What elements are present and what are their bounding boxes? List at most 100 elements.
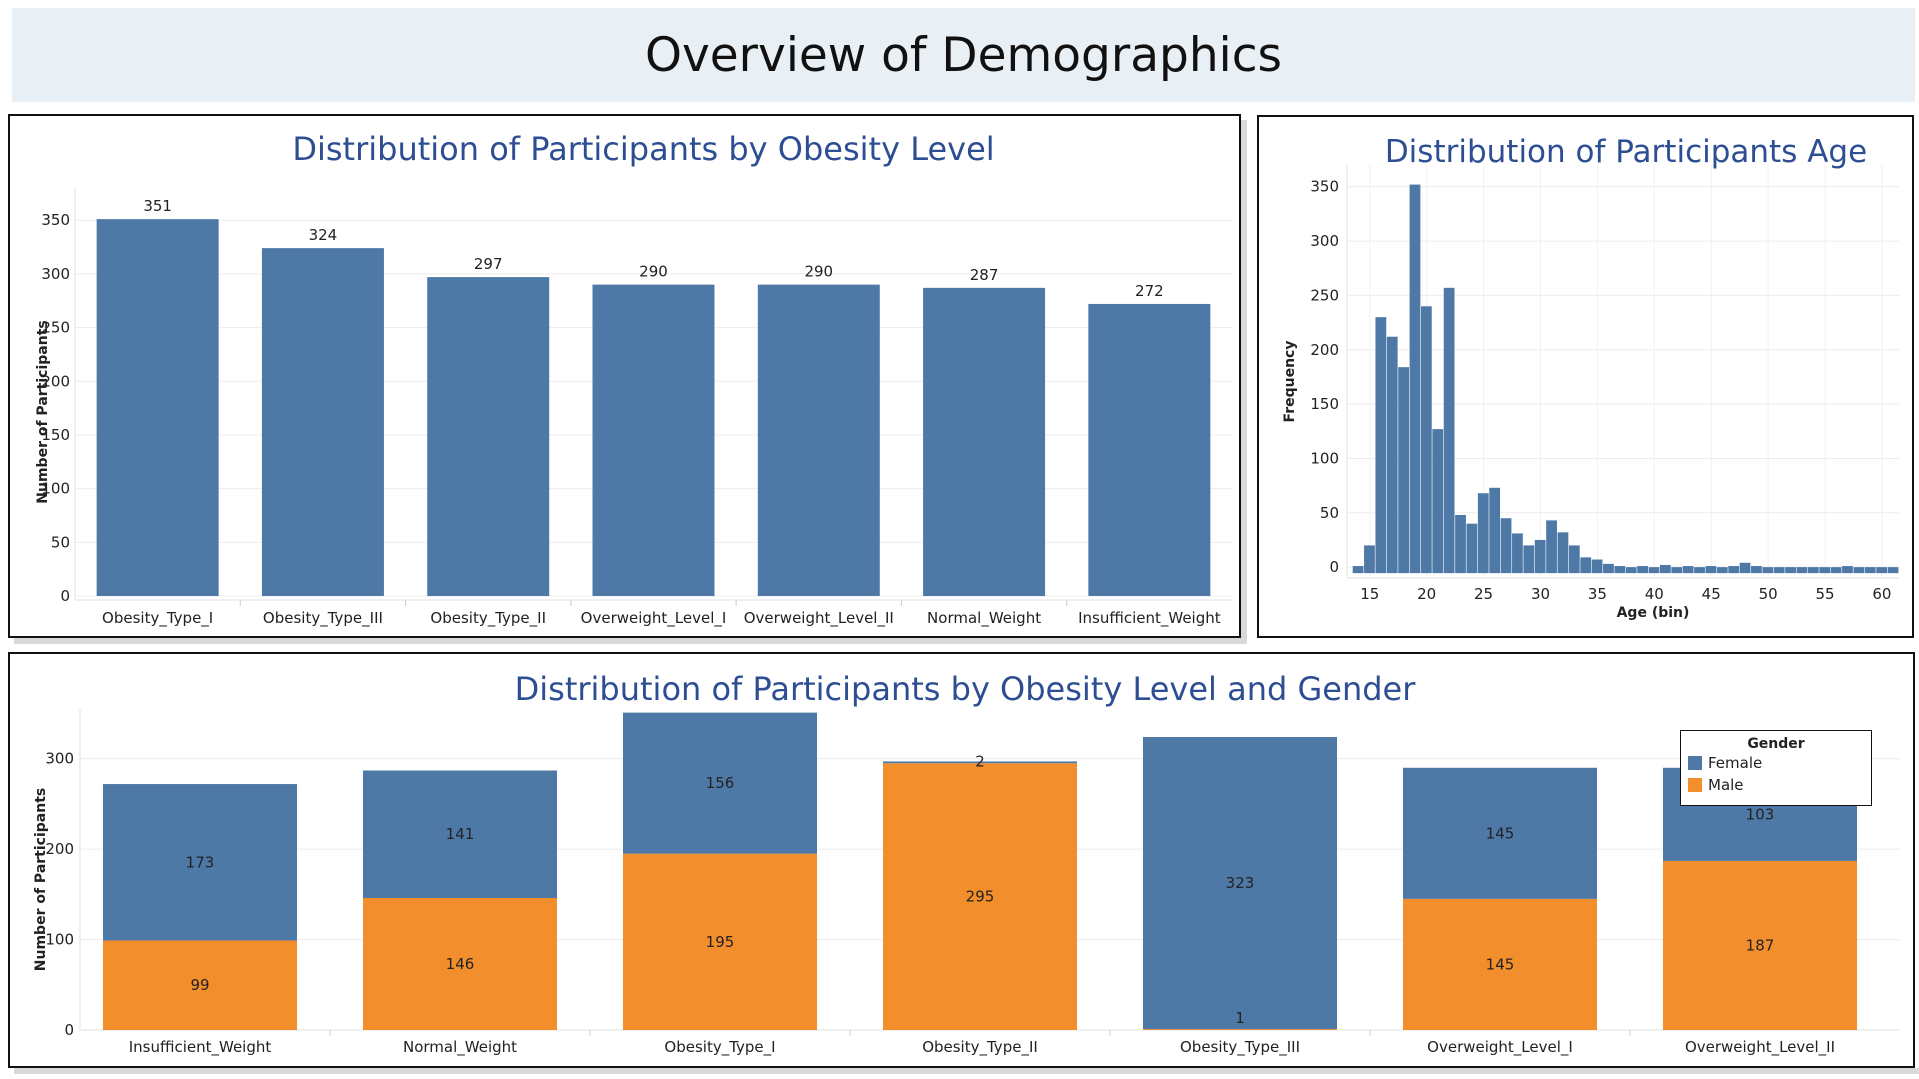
x-tick-label: 15 xyxy=(1360,585,1379,603)
y-tick-label: 100 xyxy=(45,931,74,949)
hist-bar xyxy=(1819,567,1831,574)
bar-segment-male xyxy=(883,763,1077,1030)
x-tick-label: Obesity_Type_II xyxy=(922,1038,1038,1057)
male-value-label: 1 xyxy=(1235,1009,1245,1027)
x-tick-label: Overweight_Level_II xyxy=(1685,1038,1835,1057)
legend-item-male[interactable]: Male xyxy=(1688,774,1871,796)
x-tick-label: 25 xyxy=(1474,585,1493,603)
y-tick-label: 300 xyxy=(45,750,74,768)
obesity-level-chart: Distribution of Participants by Obesity … xyxy=(35,130,1232,628)
y-axis-title: Frequency xyxy=(1282,341,1298,423)
hist-bar xyxy=(1739,562,1751,574)
hist-bar xyxy=(1751,566,1762,574)
gender-stacked-chart: Distribution of Participants by Obesity … xyxy=(33,670,1900,1057)
y-tick-label: 50 xyxy=(1320,504,1339,522)
hist-bar xyxy=(1591,559,1603,574)
hist-bar xyxy=(1876,567,1888,574)
hist-bar xyxy=(1466,523,1478,574)
bar-segment-male xyxy=(1663,860,1857,1030)
bar xyxy=(757,284,880,596)
dashboard-title: Overview of Demographics xyxy=(644,27,1283,83)
y-tick-label: 0 xyxy=(64,1021,74,1039)
hist-bar xyxy=(1500,518,1512,574)
x-tick-label: Insufficient_Weight xyxy=(1078,609,1221,628)
bar xyxy=(923,287,1046,596)
bar-segment-female xyxy=(623,712,817,854)
y-tick-label: 300 xyxy=(1310,232,1339,250)
hist-bar xyxy=(1716,567,1728,574)
bar-value-label: 324 xyxy=(309,226,338,244)
legend-item-female[interactable]: Female xyxy=(1688,752,1871,774)
hist-bar xyxy=(1489,487,1501,574)
hist-bar xyxy=(1887,567,1899,574)
bar xyxy=(96,219,219,596)
y-axis-title: Number of Participants xyxy=(35,320,51,503)
female-value-label: 323 xyxy=(1226,874,1255,892)
bar-value-label: 290 xyxy=(804,263,833,281)
female-value-label: 141 xyxy=(446,825,475,843)
hist-bar xyxy=(1455,514,1466,574)
chart-title: Distribution of Participants by Obesity … xyxy=(292,130,994,168)
hist-bar xyxy=(1603,563,1614,574)
age-panel: Distribution of Participants Age 0 50 100 15… xyxy=(1257,115,1914,638)
male-value-label: 195 xyxy=(706,933,735,951)
y-tick-label: 150 xyxy=(1310,395,1339,413)
bar-value-label: 290 xyxy=(639,263,668,281)
hist-bar xyxy=(1477,493,1489,574)
y-tick-label: 100 xyxy=(1310,449,1339,467)
hist-bar xyxy=(1648,567,1660,574)
hist-bar xyxy=(1762,567,1774,574)
bar xyxy=(261,248,384,596)
hist-bar xyxy=(1614,566,1626,574)
x-tick-label: 45 xyxy=(1702,585,1721,603)
hist-bar xyxy=(1853,567,1865,574)
male-value-label: 145 xyxy=(1486,955,1515,973)
female-value-label: 156 xyxy=(706,774,735,792)
hist-bar xyxy=(1443,287,1455,574)
female-value-label: 2 xyxy=(975,752,985,770)
hist-bar xyxy=(1625,567,1637,574)
y-tick-label: 350 xyxy=(41,211,70,229)
hist-bar xyxy=(1432,429,1444,574)
male-value-label: 295 xyxy=(966,888,995,906)
y-tick-label: 150 xyxy=(41,426,70,444)
hist-bar xyxy=(1386,336,1398,574)
panel-shadow xyxy=(14,638,1247,644)
hist-bar xyxy=(1557,532,1569,574)
hist-bar xyxy=(1420,306,1432,574)
bar xyxy=(592,284,715,596)
x-tick-label: Normal_Weight xyxy=(403,1038,517,1057)
legend-label-male: Male xyxy=(1708,776,1744,794)
hist-bar xyxy=(1807,567,1819,574)
female-value-label: 145 xyxy=(1486,824,1515,842)
hist-bar xyxy=(1352,566,1364,574)
x-tick-label: Overweight_Level_II xyxy=(744,609,894,628)
x-tick-label: Obesity_Type_III xyxy=(1180,1038,1300,1057)
y-tick-label: 200 xyxy=(45,840,74,858)
legend-label-female: Female xyxy=(1708,754,1763,772)
bar-segment-male xyxy=(103,940,297,1030)
bar-segment-female xyxy=(103,784,297,941)
bar-value-label: 297 xyxy=(474,255,503,273)
x-tick-label: Insufficient_Weight xyxy=(129,1038,272,1057)
hist-bar xyxy=(1842,566,1853,574)
y-tick-label: 300 xyxy=(41,265,70,283)
hist-bar xyxy=(1796,567,1808,574)
hist-bar xyxy=(1705,566,1717,574)
x-tick-label: 30 xyxy=(1531,585,1550,603)
hist-bar xyxy=(1568,545,1580,574)
hist-bar xyxy=(1534,539,1546,574)
bar-value-label: 272 xyxy=(1135,282,1164,300)
hist-bar xyxy=(1830,567,1842,574)
y-tick-label: 0 xyxy=(60,587,70,605)
chart-title: Distribution of Participants Age xyxy=(1385,134,1867,170)
y-tick-label: 200 xyxy=(1310,341,1339,359)
male-value-label: 99 xyxy=(190,976,209,994)
hist-bar xyxy=(1682,566,1694,574)
legend-title: Gender xyxy=(1747,736,1805,752)
y-tick-label: 250 xyxy=(1310,286,1339,304)
bar-value-label: 287 xyxy=(970,266,999,284)
bar-segment-male xyxy=(623,853,817,1030)
hist-bar xyxy=(1512,533,1523,574)
x-tick-label: 20 xyxy=(1417,585,1436,603)
